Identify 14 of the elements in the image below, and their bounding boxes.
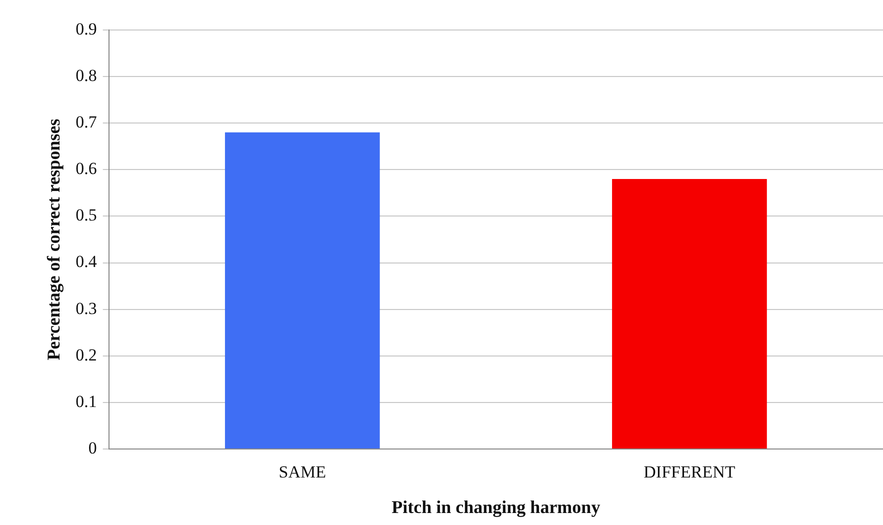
x-axis-title: Pitch in changing harmony — [392, 496, 600, 517]
y-tick-label: 0 — [88, 438, 97, 458]
y-tick-label: 0.9 — [76, 19, 97, 38]
y-tick-label: 0.6 — [76, 159, 97, 178]
x-tick-label: DIFFERENT — [644, 462, 736, 482]
y-tick-label: 0.4 — [76, 252, 98, 272]
y-tick-label: 0.2 — [76, 345, 97, 364]
y-tick-label: 0.5 — [76, 206, 97, 225]
y-tick-label: 0.3 — [76, 298, 97, 318]
y-axis-title: Percentage of correct responses — [43, 118, 64, 360]
y-tick-label: 0.1 — [76, 392, 97, 411]
y-tick-label: 0.8 — [76, 66, 97, 86]
x-tick-label: SAME — [278, 462, 326, 482]
y-tick-label: 0.7 — [76, 112, 98, 132]
